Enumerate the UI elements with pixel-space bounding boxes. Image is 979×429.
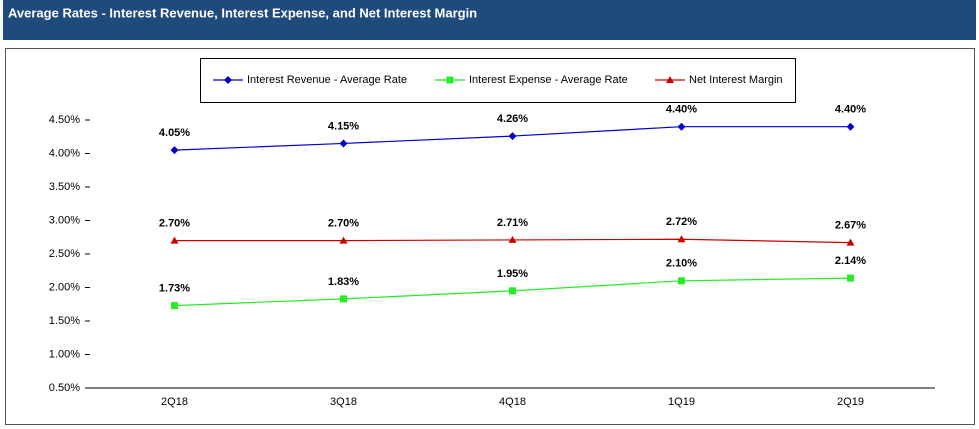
legend-label: Interest Revenue - Average Rate <box>247 74 407 86</box>
x-tick-label: 2Q19 <box>837 396 864 408</box>
y-tick-label: 2.00% <box>49 281 80 293</box>
marker <box>508 235 517 243</box>
value-label: 4.15% <box>328 120 359 132</box>
y-tick-label: 0.50% <box>49 382 80 394</box>
value-label: 4.40% <box>835 104 866 116</box>
y-tick-label: 2.50% <box>49 248 80 260</box>
value-label: 2.70% <box>328 218 359 230</box>
value-label: 2.14% <box>835 255 866 267</box>
y-tick-label: 3.00% <box>49 214 80 226</box>
x-tick-label: 1Q19 <box>668 396 695 408</box>
marker <box>170 146 179 155</box>
legend-label: Interest Expense - Average Rate <box>469 74 628 86</box>
y-tick-label: 4.00% <box>49 147 80 159</box>
legend-label: Net Interest Margin <box>689 74 783 86</box>
value-label: 2.72% <box>666 216 697 228</box>
marker <box>171 302 178 310</box>
value-label: 2.71% <box>497 217 528 229</box>
value-label: 2.10% <box>666 258 697 270</box>
x-tick-label: 2Q18 <box>161 396 188 408</box>
value-label: 4.40% <box>666 104 697 116</box>
marker <box>666 76 674 83</box>
x-tick-label: 4Q18 <box>499 396 526 408</box>
marker <box>677 122 686 131</box>
marker <box>847 274 854 282</box>
marker <box>170 236 179 244</box>
marker <box>846 122 855 131</box>
y-tick-label: 3.50% <box>49 181 80 193</box>
marker <box>508 132 517 141</box>
marker <box>224 76 232 84</box>
legend-box <box>200 58 796 103</box>
marker <box>678 277 685 285</box>
marker <box>677 235 686 243</box>
value-label: 4.26% <box>497 113 528 125</box>
y-tick-label: 1.50% <box>49 315 80 327</box>
value-label: 4.05% <box>159 127 190 139</box>
value-label: 2.67% <box>835 220 866 232</box>
marker <box>339 139 348 148</box>
marker <box>446 76 454 84</box>
value-label: 1.73% <box>159 282 190 294</box>
header-bar <box>3 0 976 40</box>
y-tick-label: 4.50% <box>49 114 80 126</box>
marker <box>339 236 348 244</box>
chart-frame <box>5 48 975 425</box>
marker <box>846 238 855 246</box>
marker <box>509 287 516 295</box>
chart-title: Average Rates - Interest Revenue, Intere… <box>8 5 477 20</box>
y-tick-label: 1.00% <box>49 348 80 360</box>
value-label: 2.70% <box>159 218 190 230</box>
value-label: 1.83% <box>328 276 359 288</box>
value-label: 1.95% <box>497 268 528 280</box>
x-tick-label: 3Q18 <box>330 396 357 408</box>
marker <box>340 295 347 303</box>
